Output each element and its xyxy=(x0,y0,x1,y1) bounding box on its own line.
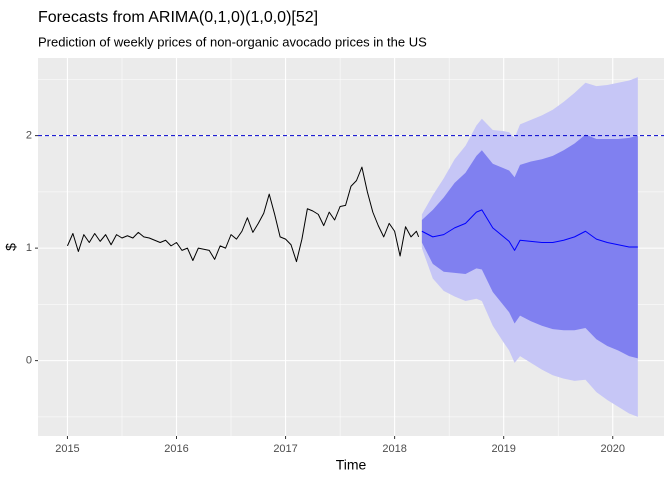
series-line xyxy=(66,166,420,263)
x-tick-label: 2018 xyxy=(382,443,406,455)
interval-band xyxy=(421,134,638,359)
x-tick-label: 2020 xyxy=(601,443,625,455)
y-axis-label: $ xyxy=(3,243,19,251)
x-axis-label: Time xyxy=(336,457,367,473)
chart-subtitle: Prediction of weekly prices of non-organ… xyxy=(38,34,427,49)
x-tick-label: 2017 xyxy=(273,443,297,455)
x-tick-label: 2016 xyxy=(164,443,188,455)
series-line xyxy=(421,209,638,251)
y-tick-label: 2 xyxy=(26,130,32,142)
y-tick-label: 1 xyxy=(26,242,32,254)
y-tick-label: 0 xyxy=(26,355,32,367)
x-tick-label: 2015 xyxy=(55,443,79,455)
chart-title: Forecasts from ARIMA(0,1,0)(1,0,0)[52] xyxy=(38,9,318,26)
x-tick-label: 2019 xyxy=(491,443,515,455)
